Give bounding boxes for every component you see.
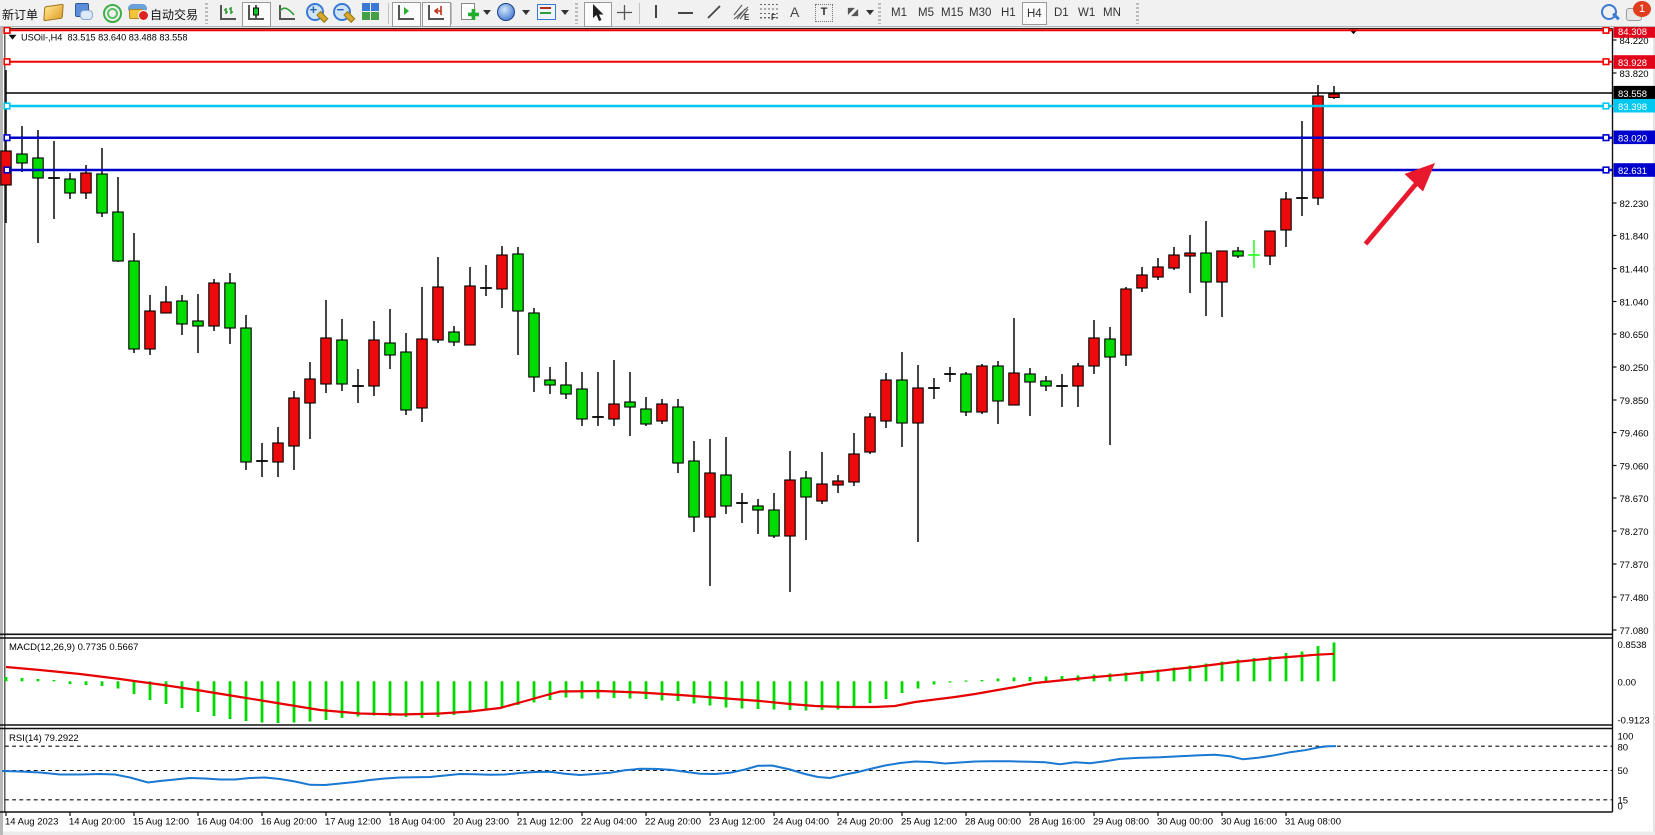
- svg-text:0: 0: [1618, 802, 1623, 813]
- svg-text:77.870: 77.870: [1620, 560, 1649, 571]
- svg-text:79.850: 79.850: [1620, 396, 1649, 407]
- svg-text:83.928: 83.928: [1618, 58, 1647, 69]
- svg-text:24 Aug 20:00: 24 Aug 20:00: [837, 817, 893, 828]
- svg-text:83.020: 83.020: [1618, 134, 1647, 145]
- svg-text:100: 100: [1618, 732, 1634, 743]
- svg-text:84.308: 84.308: [1618, 27, 1647, 38]
- svg-text:30 Aug 00:00: 30 Aug 00:00: [1157, 817, 1213, 828]
- svg-text:30 Aug 16:00: 30 Aug 16:00: [1221, 817, 1277, 828]
- svg-text:78.670: 78.670: [1620, 494, 1649, 505]
- svg-text:83.558: 83.558: [1618, 89, 1647, 100]
- svg-text:81.040: 81.040: [1620, 298, 1649, 309]
- svg-text:USOil-,H4 83.515 83.640 83.48: USOil-,H4 83.515 83.640 83.488 83.558: [21, 33, 188, 43]
- svg-text:80.650: 80.650: [1620, 330, 1649, 341]
- svg-text:23 Aug 12:00: 23 Aug 12:00: [709, 817, 765, 828]
- svg-text:79.460: 79.460: [1620, 429, 1649, 440]
- svg-text:0.00: 0.00: [1618, 678, 1637, 689]
- svg-text:79.060: 79.060: [1620, 462, 1649, 473]
- svg-text:83.398: 83.398: [1618, 102, 1647, 113]
- svg-text:80: 80: [1618, 742, 1629, 753]
- svg-text:78.270: 78.270: [1620, 527, 1649, 538]
- svg-text:83.820: 83.820: [1620, 69, 1649, 80]
- svg-text:25 Aug 12:00: 25 Aug 12:00: [901, 817, 957, 828]
- svg-text:-0.9123: -0.9123: [1618, 716, 1650, 727]
- svg-text:22 Aug 04:00: 22 Aug 04:00: [581, 817, 637, 828]
- svg-text:50: 50: [1618, 766, 1629, 777]
- svg-text:17 Aug 12:00: 17 Aug 12:00: [325, 817, 381, 828]
- svg-text:29 Aug 08:00: 29 Aug 08:00: [1093, 817, 1149, 828]
- svg-text:77.480: 77.480: [1620, 593, 1649, 604]
- svg-text:82.230: 82.230: [1620, 199, 1649, 210]
- svg-text:82.631: 82.631: [1618, 166, 1647, 177]
- svg-text:81.840: 81.840: [1620, 232, 1649, 243]
- svg-text:20 Aug 23:00: 20 Aug 23:00: [453, 817, 509, 828]
- svg-text:RSI(14) 79.2922: RSI(14) 79.2922: [9, 733, 79, 744]
- svg-text:28 Aug 16:00: 28 Aug 16:00: [1029, 817, 1085, 828]
- svg-text:80.250: 80.250: [1620, 363, 1649, 374]
- svg-text:16 Aug 04:00: 16 Aug 04:00: [197, 817, 253, 828]
- svg-text:MACD(12,26,9) 0.7735 0.5667: MACD(12,26,9) 0.7735 0.5667: [9, 642, 138, 653]
- svg-text:28 Aug 00:00: 28 Aug 00:00: [965, 817, 1021, 828]
- svg-text:18 Aug 04:00: 18 Aug 04:00: [389, 817, 445, 828]
- svg-text:21 Aug 12:00: 21 Aug 12:00: [517, 817, 573, 828]
- svg-text:84.220: 84.220: [1620, 36, 1649, 47]
- svg-text:24 Aug 04:00: 24 Aug 04:00: [773, 817, 829, 828]
- svg-text:77.080: 77.080: [1620, 626, 1649, 637]
- svg-text:22 Aug 20:00: 22 Aug 20:00: [645, 817, 701, 828]
- svg-text:0.8538: 0.8538: [1618, 640, 1647, 651]
- svg-text:15 Aug 12:00: 15 Aug 12:00: [133, 817, 189, 828]
- svg-text:15: 15: [1618, 796, 1629, 807]
- svg-text:14 Aug 2023: 14 Aug 2023: [5, 817, 58, 828]
- svg-text:81.440: 81.440: [1620, 265, 1649, 276]
- svg-text:31 Aug 08:00: 31 Aug 08:00: [1285, 817, 1341, 828]
- svg-text:16 Aug 20:00: 16 Aug 20:00: [261, 817, 317, 828]
- svg-text:14 Aug 20:00: 14 Aug 20:00: [69, 817, 125, 828]
